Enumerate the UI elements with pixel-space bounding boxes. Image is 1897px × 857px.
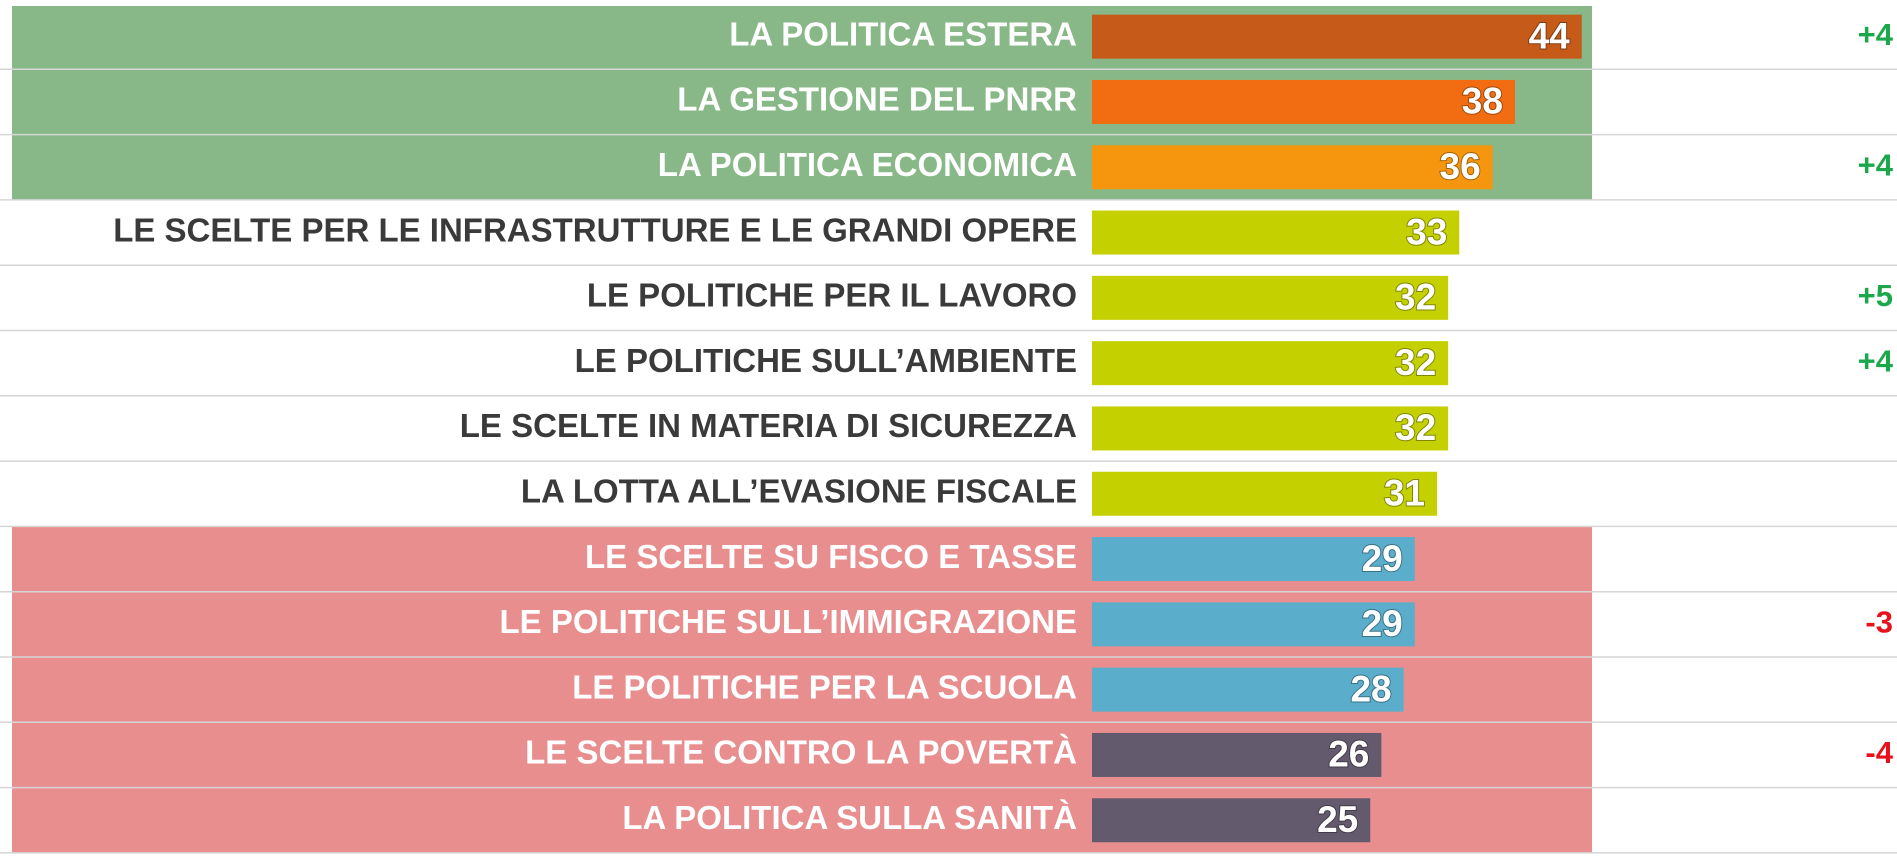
change-label: -3	[1865, 605, 1893, 640]
value-label: 28	[1350, 668, 1391, 709]
change-label: +4	[1858, 17, 1894, 52]
value-label: 36	[1440, 146, 1481, 187]
category-label: LA GESTIONE DEL PNRR	[677, 81, 1077, 118]
value-label: 33	[1406, 211, 1447, 252]
value-label: 31	[1384, 473, 1425, 514]
value-label: 32	[1395, 342, 1436, 383]
category-label: LE POLITICHE PER LA SCUOLA	[572, 668, 1077, 705]
category-label: LE SCELTE PER LE INFRASTRUTTURE E LE GRA…	[113, 211, 1077, 248]
bar	[1092, 406, 1449, 451]
bar	[1092, 602, 1415, 647]
change-label: +4	[1858, 147, 1894, 182]
bar	[1092, 79, 1515, 124]
bar	[1092, 537, 1415, 582]
category-label: LE SCELTE CONTRO LA POVERTÀ	[525, 734, 1077, 771]
value-label: 26	[1328, 734, 1369, 775]
category-label: LE POLITICHE PER IL LAVORO	[587, 277, 1077, 314]
bar	[1092, 471, 1438, 516]
category-label: LE SCELTE SU FISCO E TASSE	[585, 538, 1077, 575]
bar	[1092, 275, 1449, 320]
value-label: 32	[1395, 407, 1436, 448]
category-label: LA POLITICA ECONOMICA	[658, 146, 1077, 183]
category-label: LA LOTTA ALL’EVASIONE FISCALE	[521, 472, 1077, 509]
change-label: +4	[1858, 343, 1894, 378]
category-label: LA POLITICA SULLA SANITÀ	[622, 799, 1077, 836]
bar	[1092, 210, 1460, 255]
category-label: LE SCELTE IN MATERIA DI SICUREZZA	[460, 407, 1077, 444]
category-label: LE POLITICHE SULL’AMBIENTE	[575, 342, 1077, 379]
value-label: 25	[1317, 799, 1358, 840]
value-label: 32	[1395, 277, 1436, 318]
bar	[1092, 667, 1404, 712]
bar	[1092, 14, 1582, 59]
category-label: LE POLITICHE SULL’IMMIGRAZIONE	[500, 603, 1078, 640]
change-label: +5	[1858, 278, 1893, 313]
category-label: LA POLITICA ESTERA	[729, 15, 1077, 52]
bar	[1092, 341, 1449, 386]
value-label: 29	[1362, 603, 1403, 644]
value-label: 29	[1362, 538, 1403, 579]
value-label: 38	[1462, 81, 1503, 122]
change-label: -4	[1865, 735, 1893, 770]
bar	[1092, 145, 1493, 190]
bar	[1092, 798, 1371, 843]
value-label: 44	[1529, 15, 1571, 56]
bar	[1092, 732, 1382, 777]
